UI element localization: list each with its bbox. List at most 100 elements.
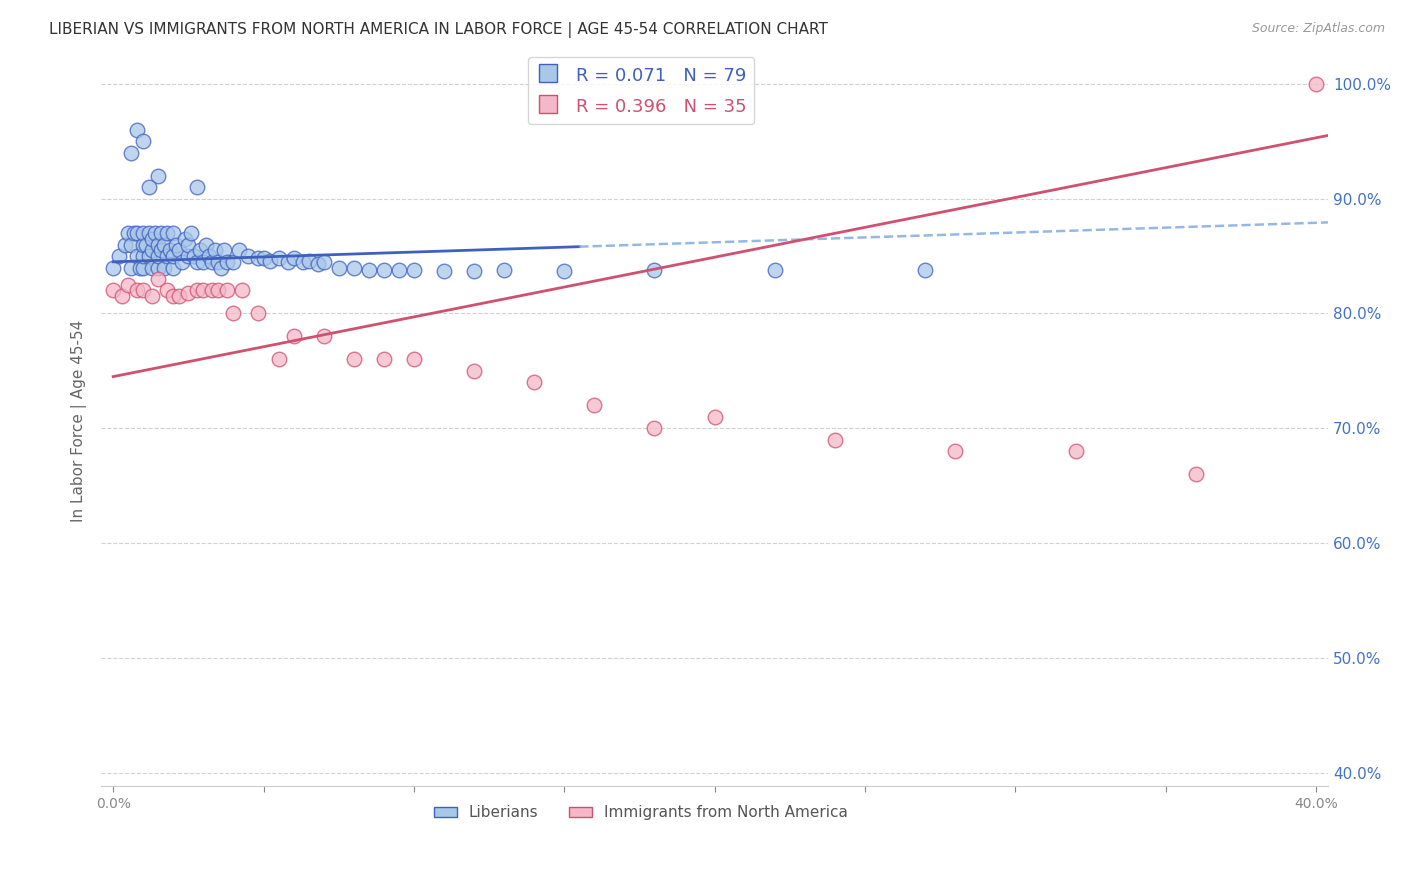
Point: [463, 264, 485, 278]
Point: [159, 244, 181, 258]
Point: [141, 260, 163, 275]
Point: [277, 254, 299, 268]
Point: [135, 237, 157, 252]
Point: [228, 244, 250, 258]
Point: [108, 249, 131, 263]
Point: [177, 285, 200, 300]
Point: [174, 232, 197, 246]
Point: [111, 289, 134, 303]
Point: [127, 284, 149, 298]
Point: [388, 263, 411, 277]
Point: [148, 249, 170, 263]
Point: [156, 249, 179, 263]
Point: [246, 252, 269, 266]
Point: [402, 263, 425, 277]
Point: [553, 264, 575, 278]
Point: [172, 254, 194, 268]
Point: [162, 260, 184, 275]
Point: [117, 226, 139, 240]
Point: [298, 253, 321, 268]
Point: [132, 134, 155, 148]
Point: [267, 252, 290, 266]
Point: [132, 284, 155, 298]
Point: [943, 444, 966, 458]
Point: [583, 398, 606, 412]
Point: [138, 249, 160, 263]
Point: [193, 254, 215, 268]
Point: [162, 249, 184, 263]
Point: [357, 263, 380, 277]
Point: [127, 226, 149, 240]
Point: [122, 226, 145, 240]
Point: [148, 169, 170, 183]
Point: [283, 329, 305, 343]
Y-axis label: In Labor Force | Age 45-54: In Labor Force | Age 45-54: [72, 319, 87, 522]
Point: [120, 260, 142, 275]
Point: [186, 254, 208, 268]
Point: [177, 249, 200, 263]
Point: [148, 237, 170, 252]
Point: [141, 289, 163, 303]
Point: [114, 237, 136, 252]
Text: LIBERIAN VS IMMIGRANTS FROM NORTH AMERICA IN LABOR FORCE | AGE 45-54 CORRELATION: LIBERIAN VS IMMIGRANTS FROM NORTH AMERIC…: [49, 22, 828, 38]
Point: [156, 226, 179, 240]
Point: [643, 421, 665, 435]
Point: [141, 232, 163, 246]
Point: [117, 277, 139, 292]
Point: [138, 180, 160, 194]
Point: [198, 249, 221, 263]
Point: [222, 306, 245, 320]
Point: [132, 226, 155, 240]
Point: [138, 226, 160, 240]
Point: [343, 260, 366, 275]
Point: [127, 122, 149, 136]
Point: [1185, 467, 1208, 482]
Point: [763, 263, 786, 277]
Point: [703, 409, 725, 424]
Point: [190, 244, 212, 258]
Point: [204, 244, 226, 258]
Point: [132, 237, 155, 252]
Point: [246, 306, 269, 320]
Point: [132, 260, 155, 275]
Point: [267, 352, 290, 367]
Point: [153, 237, 176, 252]
Point: [120, 145, 142, 160]
Point: [201, 284, 224, 298]
Point: [177, 237, 200, 252]
Point: [312, 254, 335, 268]
Point: [291, 254, 314, 268]
Point: [169, 289, 191, 303]
Point: [259, 253, 281, 268]
Point: [307, 257, 329, 271]
Point: [132, 249, 155, 263]
Point: [238, 249, 260, 263]
Point: [824, 433, 846, 447]
Legend: Liberians, Immigrants from North America: Liberians, Immigrants from North America: [427, 799, 855, 826]
Point: [217, 284, 239, 298]
Point: [127, 249, 149, 263]
Point: [328, 260, 350, 275]
Point: [402, 352, 425, 367]
Point: [523, 376, 546, 390]
Point: [101, 284, 124, 298]
Point: [162, 226, 184, 240]
Point: [214, 244, 236, 258]
Text: Source: ZipAtlas.com: Source: ZipAtlas.com: [1251, 22, 1385, 36]
Point: [433, 264, 456, 278]
Point: [193, 284, 215, 298]
Point: [165, 237, 187, 252]
Point: [914, 263, 936, 277]
Point: [643, 263, 665, 277]
Point: [283, 252, 305, 266]
Point: [217, 254, 239, 268]
Point: [148, 260, 170, 275]
Point: [207, 284, 229, 298]
Point: [150, 226, 173, 240]
Point: [373, 263, 395, 277]
Point: [129, 260, 152, 275]
Point: [231, 284, 253, 298]
Point: [195, 237, 218, 252]
Point: [101, 260, 124, 275]
Point: [143, 226, 166, 240]
